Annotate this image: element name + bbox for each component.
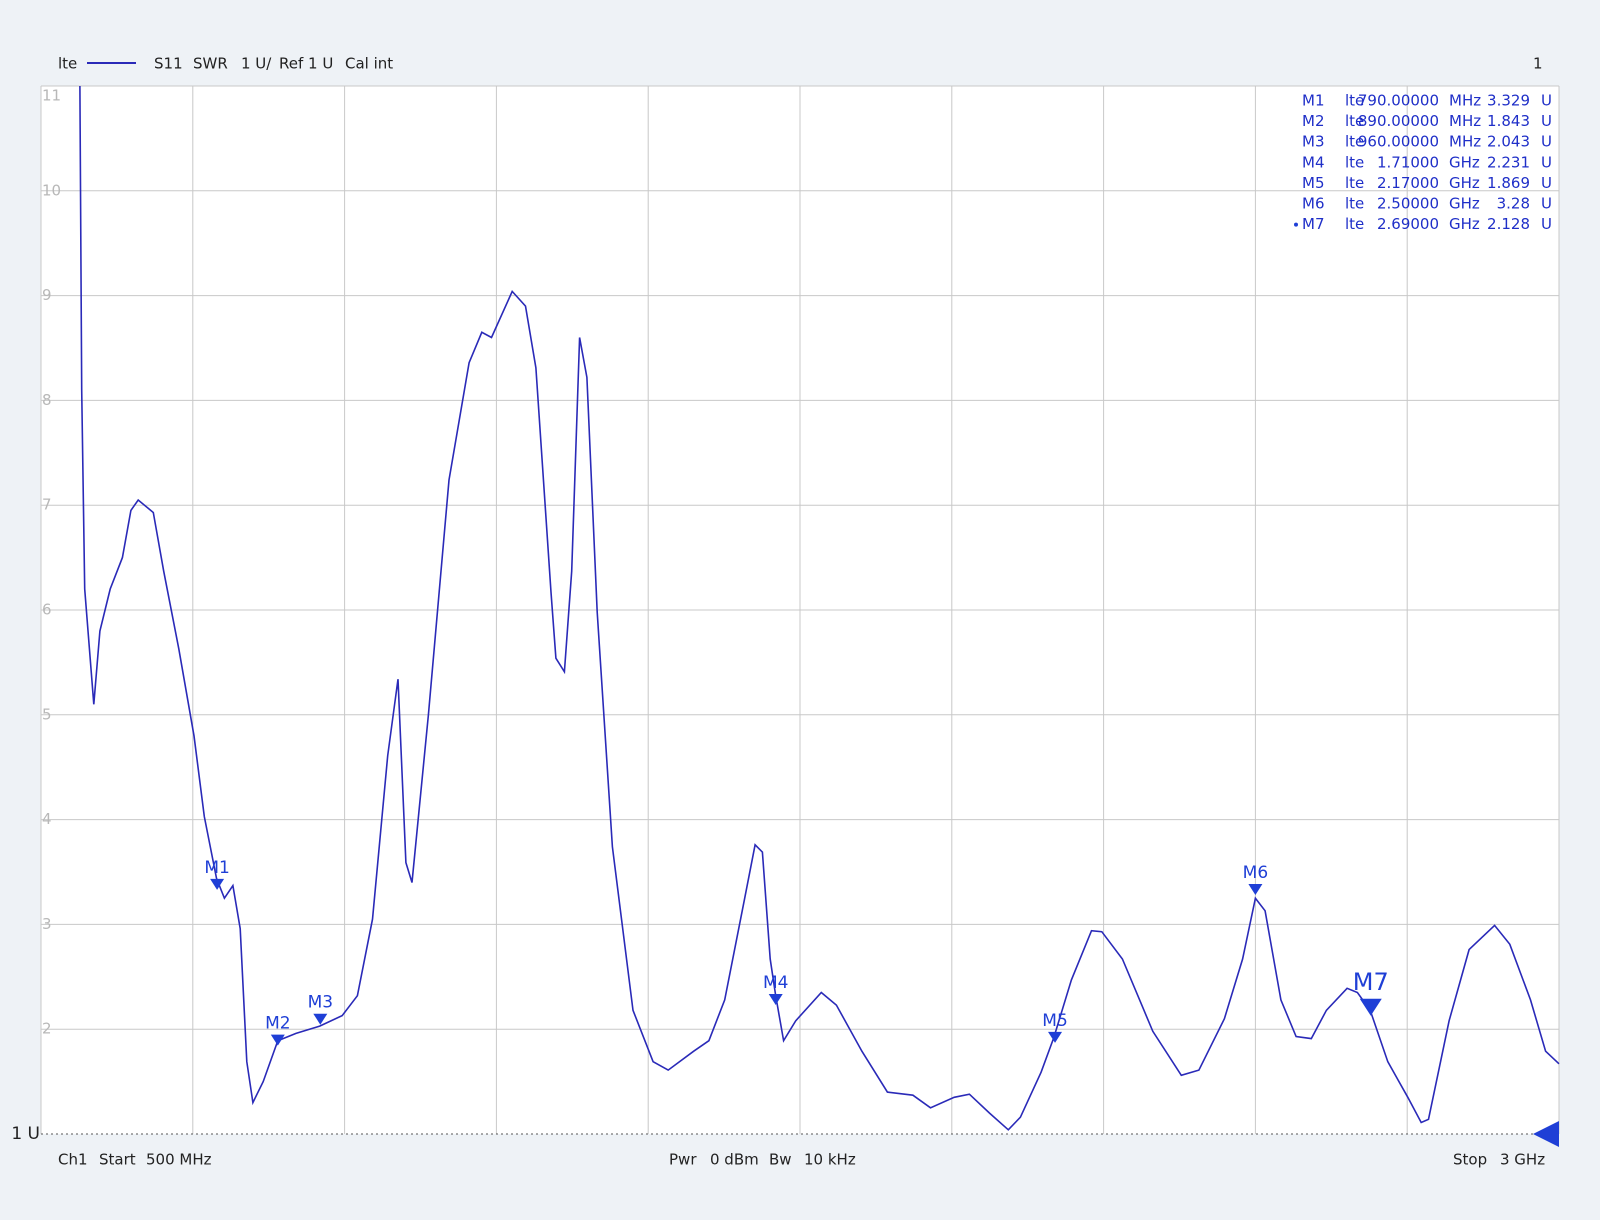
marker	[210, 878, 225, 890]
trace-name: lte	[58, 55, 77, 73]
window-number: 1	[1533, 55, 1543, 73]
marker-value: 1.869	[1487, 174, 1530, 192]
marker-trace: lte	[1345, 112, 1364, 130]
marker-stimulus: 890.00000	[1358, 112, 1439, 130]
y-tick-label: 8	[42, 391, 52, 409]
marker-unit: U	[1541, 195, 1552, 213]
marker-name: M3	[1302, 133, 1325, 151]
marker-stimulus: 960.00000	[1358, 133, 1439, 151]
marker-label: M2	[265, 1014, 290, 1034]
start-label: Start	[99, 1151, 136, 1169]
marker-value: 3.28	[1497, 195, 1530, 213]
active-bullet	[1294, 222, 1298, 227]
marker-unit: U	[1541, 92, 1552, 110]
reference: Ref 1 U	[279, 55, 333, 73]
marker-label: M7	[1353, 968, 1389, 996]
y-tick-label: 9	[42, 286, 52, 304]
calibration: Cal int	[345, 55, 393, 73]
marker-layer: M1 M2 M3 M4 M5 M6 M7	[204, 858, 1389, 1046]
trace-line	[79, 85, 1560, 1131]
marker-value: 2.043	[1487, 133, 1530, 151]
format: SWR	[193, 55, 228, 73]
marker-trace: lte	[1345, 195, 1364, 213]
marker-label: M5	[1042, 1011, 1067, 1031]
y-tick-label: 2	[42, 1020, 52, 1038]
y-tick-label: 3	[42, 915, 52, 933]
marker-name: M1	[1302, 92, 1325, 110]
marker-unit: U	[1541, 153, 1552, 171]
marker-unit: U	[1541, 112, 1552, 130]
channel: Ch1	[58, 1151, 88, 1169]
marker-trace: lte	[1345, 92, 1364, 110]
y-tick-label: 6	[42, 601, 52, 619]
marker-label: M6	[1243, 863, 1268, 883]
marker-trace: lte	[1345, 215, 1364, 233]
marker	[313, 1013, 328, 1025]
marker-stimulus: 2.50000	[1377, 195, 1439, 213]
marker-trace: lte	[1345, 133, 1364, 151]
marker-name: M4	[1302, 153, 1325, 171]
y-tick-label: 10	[42, 181, 61, 199]
marker-stimulus-unit: MHz	[1449, 112, 1481, 130]
marker	[1359, 998, 1382, 1016]
marker-stimulus: 2.69000	[1377, 215, 1439, 233]
marker-stimulus-unit: GHz	[1449, 174, 1480, 192]
marker-name: M7	[1302, 215, 1325, 233]
marker-name: M5	[1302, 174, 1325, 192]
marker-stimulus-unit: MHz	[1449, 133, 1481, 151]
grid: 1 U 2 3 4 5 6 7 8 9 10 11	[11, 85, 1560, 1144]
marker-unit: U	[1541, 174, 1552, 192]
scale: 1 U/	[241, 55, 272, 73]
reference-indicator	[1533, 1121, 1559, 1147]
stop: 3 GHz	[1500, 1151, 1545, 1169]
marker	[1048, 1031, 1063, 1043]
marker-value: 2.231	[1487, 153, 1530, 171]
marker-stimulus: 2.17000	[1377, 174, 1439, 192]
marker-stimulus: 790.00000	[1358, 92, 1439, 110]
marker-trace: lte	[1345, 174, 1364, 192]
marker-value: 3.329	[1487, 92, 1530, 110]
marker-stimulus-unit: GHz	[1449, 195, 1480, 213]
power-label: Pwr	[669, 1151, 697, 1169]
start: 500 MHz	[146, 1151, 212, 1169]
stop-label: Stop	[1453, 1151, 1487, 1169]
bandwidth-label: Bw	[769, 1151, 792, 1169]
y-tick-label: 7	[42, 496, 52, 514]
marker-stimulus-unit: GHz	[1449, 153, 1480, 171]
power: 0 dBm	[710, 1151, 759, 1169]
marker-trace: lte	[1345, 153, 1364, 171]
marker	[270, 1034, 285, 1046]
marker	[1248, 884, 1263, 896]
marker-value: 2.128	[1487, 215, 1530, 233]
marker	[768, 993, 783, 1005]
marker-unit: U	[1541, 215, 1552, 233]
marker-stimulus: 1.71000	[1377, 153, 1439, 171]
marker-label: M3	[308, 993, 333, 1013]
marker-value: 1.843	[1487, 112, 1530, 130]
y-tick-label: 1 U	[11, 1124, 40, 1144]
marker-name: M6	[1302, 195, 1325, 213]
marker-name: M2	[1302, 112, 1325, 130]
y-tick-label: 5	[42, 705, 52, 723]
trace-layer	[79, 85, 1560, 1131]
marker-unit: U	[1541, 133, 1552, 151]
marker-stimulus-unit: GHz	[1449, 215, 1480, 233]
bandwidth: 10 kHz	[804, 1151, 856, 1169]
y-tick-label: 11	[42, 87, 61, 105]
marker-label: M1	[204, 858, 229, 878]
parameter: S11	[154, 55, 183, 73]
marker-stimulus-unit: MHz	[1449, 92, 1481, 110]
y-tick-label: 4	[42, 810, 52, 828]
marker-label: M4	[763, 973, 788, 993]
